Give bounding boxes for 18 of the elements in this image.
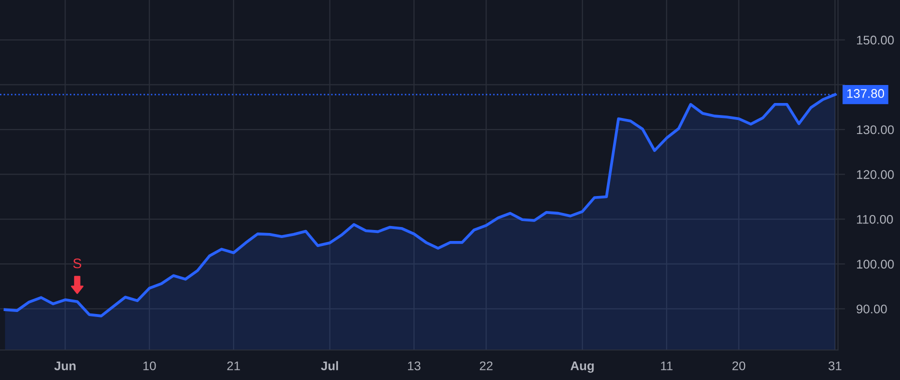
x-tick-label: 20 [732,361,746,370]
x-tick-label: Aug [570,362,594,373]
y-tick-label: 120.00 [857,170,894,179]
x-tick-label: 11 [661,362,672,370]
x-tick-label: Jul [320,361,338,370]
y-tick-label: 100.00 [857,260,894,269]
y-tick-label: 150.00 [857,36,894,45]
x-tick-label: 22 [480,361,492,370]
y-tick-label: 90.00 [856,304,887,314]
x-tick-label: Jun [54,362,76,370]
x-tick-label: 31 [828,361,842,370]
x-tick-label: 10 [143,361,156,370]
ref-line-label: 137.80 [847,89,884,98]
x-tick-label: 21 [227,361,240,370]
x-tick-label: 13 [408,361,420,370]
annotation: S [73,258,82,268]
y-tick-label: 110.00 [857,214,893,224]
y-tick-label: 130.00 [857,125,894,134]
